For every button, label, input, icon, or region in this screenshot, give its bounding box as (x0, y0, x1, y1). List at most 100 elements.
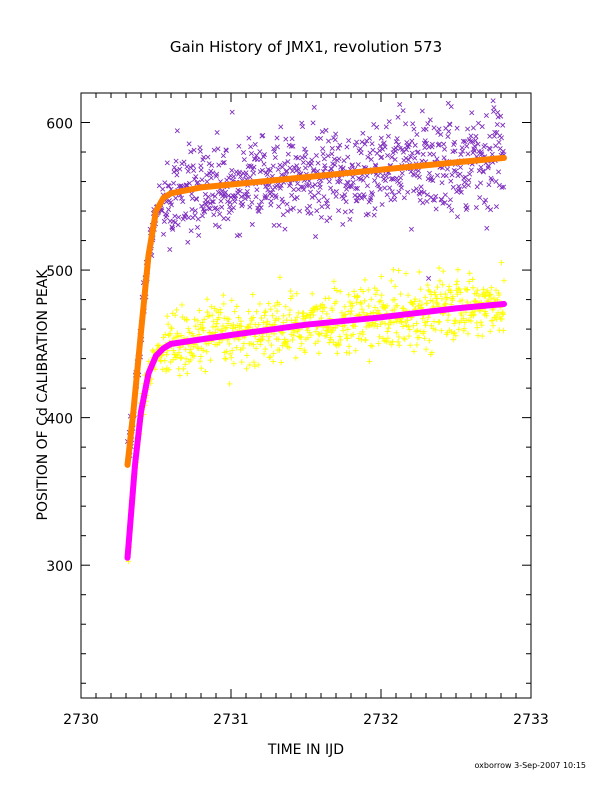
data-point (280, 212, 286, 218)
data-point (289, 136, 295, 142)
data-point (449, 172, 455, 178)
data-point (280, 199, 286, 205)
data-point (432, 291, 439, 298)
data-point (352, 323, 359, 330)
data-point (376, 333, 383, 340)
data-point (431, 197, 437, 203)
data-point (247, 174, 253, 180)
data-point (292, 196, 298, 202)
data-point (320, 151, 326, 157)
data-point (283, 303, 289, 310)
data-point (484, 225, 490, 231)
data-point (332, 162, 338, 168)
data-point (210, 318, 217, 325)
data-point (417, 298, 423, 304)
data-point (310, 120, 316, 126)
data-point (442, 301, 448, 308)
data-point (372, 162, 378, 168)
data-point (202, 209, 208, 215)
fit-line-orange (124, 154, 507, 468)
data-point (352, 192, 358, 198)
data-point (369, 343, 375, 350)
data-point (175, 222, 181, 228)
data-point (459, 297, 465, 303)
data-point (461, 183, 467, 189)
data-point (212, 222, 218, 228)
data-point (457, 164, 463, 170)
data-point (205, 313, 211, 320)
data-point (427, 297, 434, 304)
data-point (289, 337, 296, 343)
data-point (442, 146, 448, 152)
data-point (422, 145, 428, 151)
data-point (244, 188, 250, 195)
data-point (327, 215, 333, 221)
data-point (175, 365, 182, 372)
data-point (442, 200, 448, 206)
data-point (320, 146, 326, 152)
data-point (457, 186, 463, 192)
data-point (261, 161, 267, 167)
data-point (415, 303, 422, 309)
data-point (465, 182, 471, 188)
data-point (194, 196, 200, 202)
data-point (238, 323, 245, 330)
data-point (420, 200, 426, 206)
data-point (309, 290, 315, 297)
data-point (347, 311, 354, 317)
data-point (198, 167, 204, 173)
data-point (445, 312, 452, 318)
data-point (453, 168, 459, 174)
data-point (390, 266, 397, 273)
data-point (191, 353, 197, 360)
data-point (483, 197, 489, 203)
data-point (272, 303, 278, 309)
data-point (290, 143, 296, 149)
data-point (293, 355, 299, 361)
data-point (391, 296, 398, 303)
data-point (246, 324, 252, 331)
data-point (385, 153, 391, 159)
data-point (276, 222, 282, 228)
data-point (193, 174, 199, 180)
data-point (247, 321, 254, 327)
x-axis-label: TIME IN IJD (267, 742, 344, 758)
data-point (348, 308, 355, 314)
data-point (315, 331, 322, 337)
data-point (343, 331, 349, 338)
data-point (345, 291, 352, 298)
data-point (270, 163, 276, 169)
data-point (401, 336, 408, 343)
data-point (251, 164, 257, 170)
data-point (209, 162, 215, 168)
data-point (468, 133, 474, 139)
data-point (366, 322, 372, 329)
data-point (161, 357, 168, 364)
data-point (386, 119, 392, 125)
data-point (197, 148, 203, 154)
data-point (397, 291, 404, 297)
data-point (225, 320, 231, 327)
data-point (270, 358, 277, 365)
data-point (472, 143, 478, 149)
data-point (395, 114, 401, 120)
data-point (206, 312, 212, 319)
data-point (267, 354, 274, 360)
data-point (415, 149, 421, 155)
data-point (368, 156, 374, 162)
data-point (488, 284, 495, 291)
chart-title: Gain History of JMX1, revolution 573 (170, 38, 442, 56)
data-point (311, 167, 317, 173)
data-point (217, 309, 224, 316)
data-point (325, 204, 331, 210)
data-point (356, 192, 363, 198)
data-point (417, 191, 423, 197)
data-point (501, 184, 507, 190)
data-point (202, 368, 209, 375)
data-point (260, 319, 267, 326)
data-point (444, 166, 450, 172)
data-point (425, 287, 432, 293)
data-point (395, 267, 402, 274)
data-point (249, 221, 255, 227)
data-point (261, 152, 267, 158)
